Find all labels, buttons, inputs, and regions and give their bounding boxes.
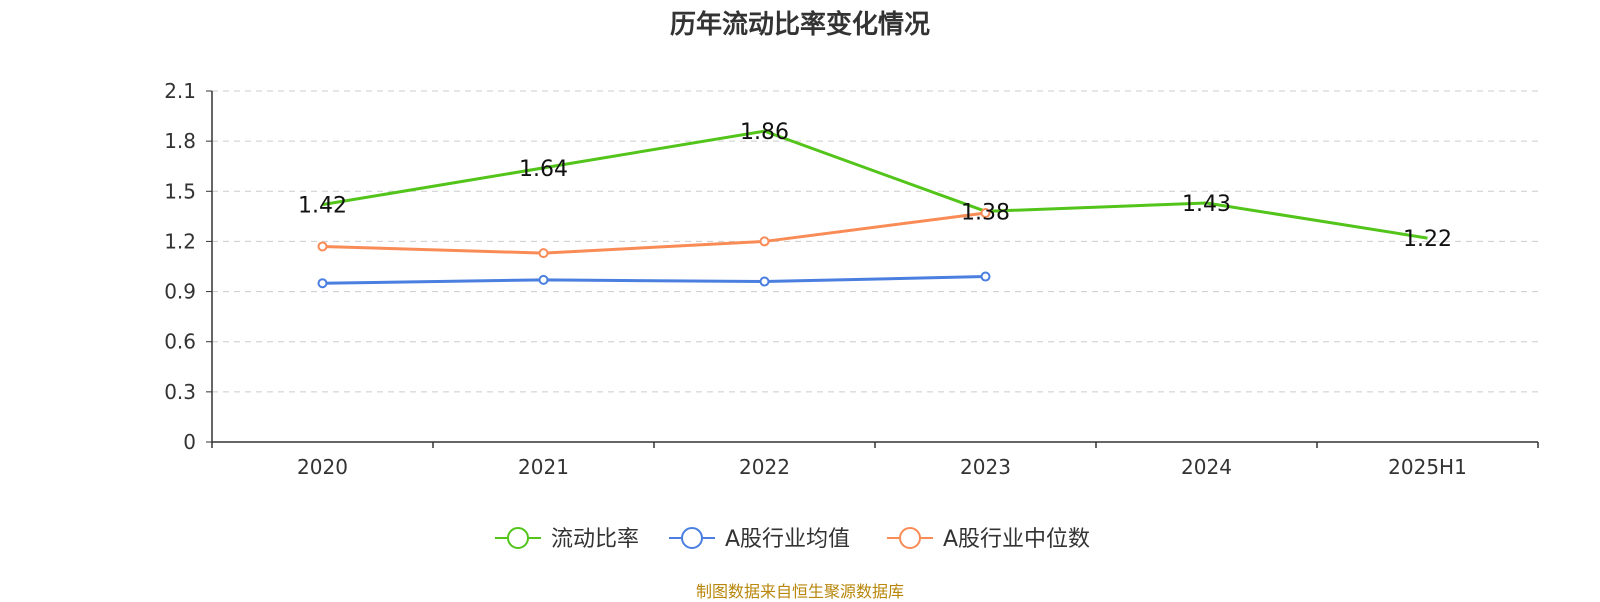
- series-point-3: [317, 241, 328, 252]
- legend-marker: [507, 527, 529, 549]
- series-point-3: [538, 248, 549, 259]
- y-tick-label: 0.3: [164, 380, 196, 404]
- y-tick-label: 1.2: [164, 229, 196, 253]
- series-point-3: [759, 236, 770, 247]
- x-tick-label: 2020: [297, 455, 348, 479]
- data-label: 1.42: [298, 194, 347, 219]
- y-tick-label: 0.6: [164, 330, 196, 354]
- legend-label: 流动比率: [551, 527, 639, 552]
- source-note: 制图数据来自恒生聚源数据库: [695, 582, 904, 601]
- y-tick-label: 1.5: [164, 179, 196, 203]
- series-point-2: [317, 278, 328, 289]
- legend-label: A股行业均值: [725, 527, 850, 552]
- y-tick-label: 2.1: [164, 79, 196, 103]
- data-label: 1.43: [1182, 192, 1231, 217]
- x-tick-label: 2023: [960, 455, 1011, 479]
- x-tick-label: 2022: [739, 455, 790, 479]
- data-label: 1.22: [1403, 227, 1452, 252]
- data-label: 1.64: [519, 157, 568, 182]
- x-tick-label: 2021: [518, 455, 569, 479]
- legend-label: A股行业中位数: [943, 527, 1090, 552]
- series-point-2: [980, 271, 991, 282]
- y-tick-label: 0.9: [164, 280, 196, 304]
- data-label: 1.86: [740, 120, 789, 145]
- data-label: 1.38: [961, 200, 1010, 225]
- series-point-2: [538, 274, 549, 285]
- legend-marker: [681, 527, 703, 549]
- chart-title: 历年流动比率变化情况: [669, 10, 930, 40]
- series-line-3: [322, 211, 986, 255]
- y-tick-label: 0: [183, 430, 196, 454]
- series-point-2: [759, 276, 770, 287]
- legend-marker: [899, 527, 921, 549]
- x-tick-label: 2025H1: [1388, 455, 1467, 479]
- series-line-2: [322, 275, 986, 285]
- series-line-1: [322, 129, 1428, 240]
- y-tick-label: 1.8: [164, 129, 196, 153]
- series-point-3: [980, 208, 991, 219]
- x-tick-label: 2024: [1181, 455, 1232, 479]
